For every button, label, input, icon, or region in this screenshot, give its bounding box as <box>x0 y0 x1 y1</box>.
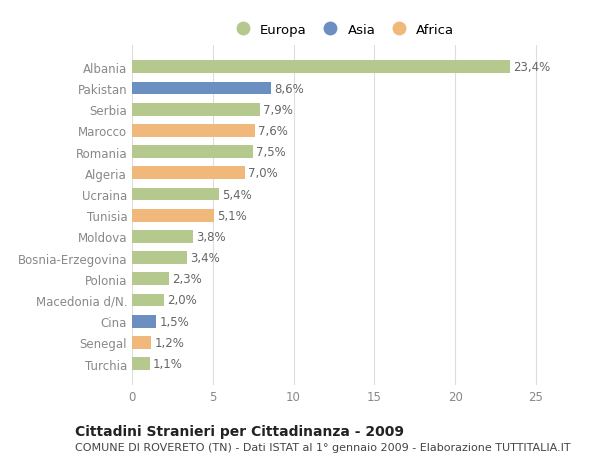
Text: Cittadini Stranieri per Cittadinanza - 2009: Cittadini Stranieri per Cittadinanza - 2… <box>75 425 404 438</box>
Text: 7,9%: 7,9% <box>263 103 293 117</box>
Bar <box>132 167 245 180</box>
Bar <box>132 146 253 159</box>
Text: 23,4%: 23,4% <box>513 61 550 74</box>
Text: 2,0%: 2,0% <box>167 294 197 307</box>
Text: 7,0%: 7,0% <box>248 167 278 180</box>
Bar <box>132 294 164 307</box>
Bar <box>132 188 219 201</box>
Text: 1,2%: 1,2% <box>155 336 184 349</box>
Bar <box>132 358 150 370</box>
Text: 3,8%: 3,8% <box>197 230 226 243</box>
Text: 2,3%: 2,3% <box>172 273 202 285</box>
Bar <box>132 336 151 349</box>
Bar <box>132 104 260 116</box>
Bar <box>132 209 214 222</box>
Bar <box>132 83 271 95</box>
Bar <box>132 315 156 328</box>
Bar <box>132 230 193 243</box>
Text: 3,4%: 3,4% <box>190 252 220 264</box>
Text: 1,1%: 1,1% <box>153 357 183 370</box>
Bar <box>132 273 169 285</box>
Bar <box>132 62 510 74</box>
Bar <box>132 252 187 264</box>
Legend: Europa, Asia, Africa: Europa, Asia, Africa <box>224 18 460 42</box>
Text: 1,5%: 1,5% <box>160 315 189 328</box>
Bar <box>132 125 255 138</box>
Text: 8,6%: 8,6% <box>274 82 304 95</box>
Text: COMUNE DI ROVERETO (TN) - Dati ISTAT al 1° gennaio 2009 - Elaborazione TUTTITALI: COMUNE DI ROVERETO (TN) - Dati ISTAT al … <box>75 442 571 452</box>
Text: 7,5%: 7,5% <box>256 146 286 159</box>
Text: 5,4%: 5,4% <box>223 188 252 201</box>
Text: 5,1%: 5,1% <box>218 209 247 222</box>
Text: 7,6%: 7,6% <box>258 125 288 138</box>
